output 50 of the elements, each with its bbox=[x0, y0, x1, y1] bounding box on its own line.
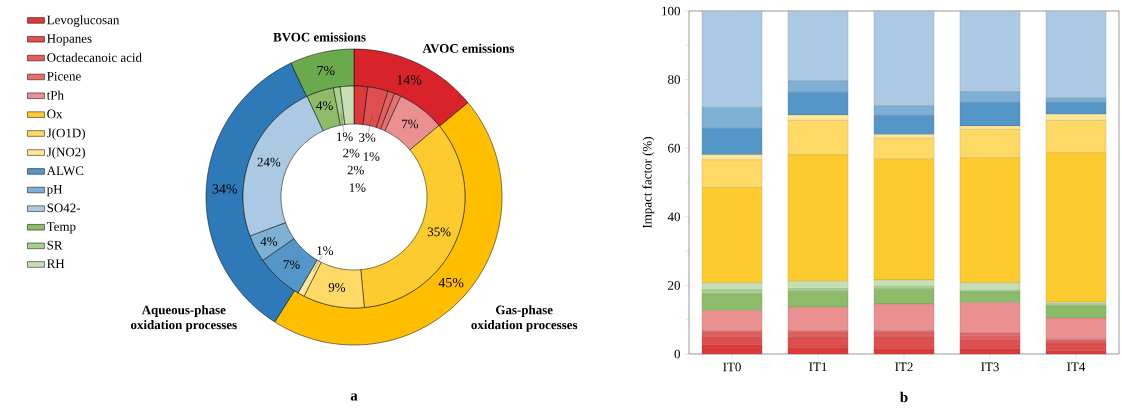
text: a bbox=[350, 393, 358, 401]
legend-label: pH bbox=[46, 185, 63, 197]
x-tick-label: IT0 bbox=[723, 362, 741, 372]
legend-label: SR bbox=[47, 240, 63, 250]
data-label: 3% bbox=[359, 133, 376, 142]
data-label: 24% bbox=[257, 157, 281, 167]
data-label: 45% bbox=[438, 277, 464, 288]
data-label: 14% bbox=[397, 75, 422, 85]
legend-label: Levoglucosan bbox=[47, 15, 120, 27]
data-label: 7% bbox=[317, 65, 335, 76]
x-tick-label: IT1 bbox=[809, 362, 827, 372]
legend-label: Octadecanoic acid bbox=[47, 52, 142, 62]
y-tick-label: 20 bbox=[668, 281, 680, 290]
slice-label: Gas-phase oxidation processes bbox=[471, 305, 578, 332]
x-tick-label: IT3 bbox=[981, 362, 999, 372]
data-label: 7% bbox=[283, 260, 300, 269]
data-label: 35% bbox=[427, 227, 451, 237]
y-tick-label: 40 bbox=[667, 212, 680, 222]
legend-label: J(NO2) bbox=[46, 147, 85, 160]
legend-label: SO42- bbox=[47, 203, 81, 213]
legend-label: Ox bbox=[47, 109, 63, 119]
y-axis-title: Impact factor (%) bbox=[642, 137, 655, 229]
slice-label: AVOC emissions bbox=[422, 43, 515, 53]
data-label: 1% bbox=[337, 132, 353, 142]
data-label: 2% bbox=[347, 165, 364, 175]
data-label: 7% bbox=[402, 119, 419, 129]
legend-label: Hopanes bbox=[47, 34, 92, 46]
legend-label: Temp bbox=[46, 222, 76, 234]
x-tick-label: IT2 bbox=[895, 362, 913, 372]
y-tick-label: 0 bbox=[674, 349, 680, 359]
legend-label: RH bbox=[47, 259, 65, 268]
y-tick-label: 60 bbox=[668, 143, 680, 153]
x-tick-label: IT4 bbox=[1067, 362, 1086, 372]
y-tick-label: 80 bbox=[668, 75, 680, 84]
text: b bbox=[900, 391, 908, 403]
data-label: 4% bbox=[260, 237, 278, 246]
data-label: 4% bbox=[316, 101, 333, 110]
slice-label: BVOC emissions bbox=[273, 32, 366, 42]
data-label: 34% bbox=[212, 184, 238, 194]
data-label: 1% bbox=[363, 152, 380, 161]
legend-label: Picene bbox=[47, 71, 81, 81]
data-label: 9% bbox=[328, 283, 346, 292]
data-label: 1% bbox=[317, 246, 334, 255]
legend-label: tPh bbox=[46, 90, 64, 100]
y-tick-label: 100 bbox=[662, 6, 680, 16]
legend-label: J(O1D) bbox=[46, 128, 85, 140]
legend-label: ALWC bbox=[46, 166, 84, 176]
slice-label: Aqueous-phase oxidation processes bbox=[130, 305, 237, 332]
data-label: 2% bbox=[343, 148, 360, 158]
data-label: 1% bbox=[349, 183, 366, 192]
